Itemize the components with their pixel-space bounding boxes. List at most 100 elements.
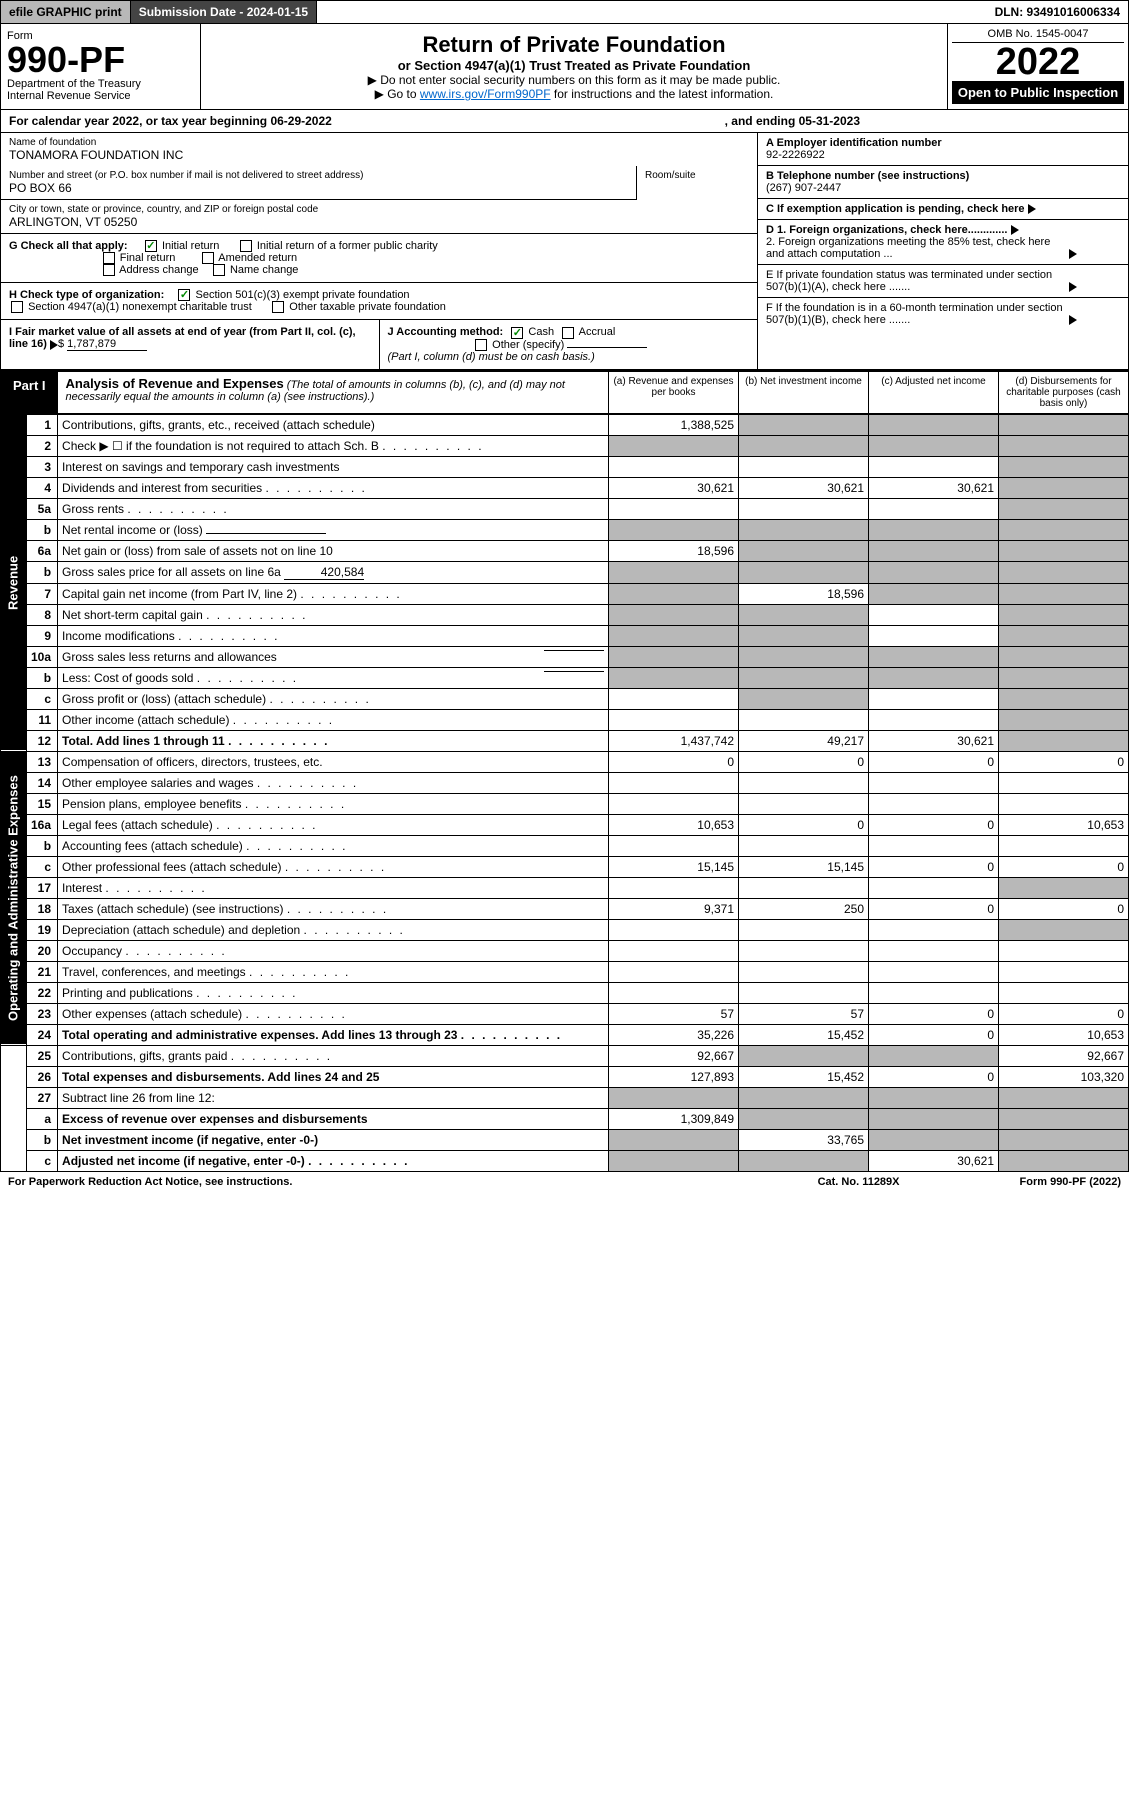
cell-d: 10,653 — [999, 814, 1129, 835]
dept-label: Department of the Treasury — [7, 78, 194, 90]
cell-d: 103,320 — [999, 1066, 1129, 1087]
row-num: 12 — [27, 730, 58, 751]
row-desc: Gross profit or (loss) (attach schedule) — [58, 688, 609, 709]
col-d-header: (d) Disbursements for charitable purpose… — [998, 372, 1128, 413]
g-name: Name change — [230, 264, 299, 276]
chk-4947[interactable] — [11, 301, 23, 313]
r23-text: Other expenses (attach schedule) — [62, 1007, 242, 1021]
table-row: aExcess of revenue over expenses and dis… — [1, 1108, 1129, 1129]
chk-501c3[interactable] — [178, 289, 190, 301]
col-b-header: (b) Net investment income — [738, 372, 868, 413]
col-headers: (a) Revenue and expenses per books (b) N… — [608, 372, 1128, 413]
row-num: a — [27, 1108, 58, 1129]
irs-link[interactable]: www.irs.gov/Form990PF — [420, 87, 551, 101]
r10a-text: Gross sales less returns and allowances — [62, 650, 277, 664]
row-num: 10a — [27, 646, 58, 667]
row-num: 25 — [27, 1045, 58, 1066]
g-amended: Amended return — [218, 252, 297, 264]
row-num: c — [27, 856, 58, 877]
info-left: Name of foundation TONAMORA FOUNDATION I… — [1, 133, 758, 369]
cell-d: 92,667 — [999, 1045, 1129, 1066]
cell-b: 57 — [739, 1003, 869, 1024]
cell-a: 127,893 — [609, 1066, 739, 1087]
row-num: b — [27, 667, 58, 688]
chk-other-method[interactable] — [475, 339, 487, 351]
row-num: 20 — [27, 940, 58, 961]
row-desc: Travel, conferences, and meetings — [58, 961, 609, 982]
chk-initial-former[interactable] — [240, 240, 252, 252]
row-desc: Interest on savings and temporary cash i… — [58, 456, 609, 477]
cell-d: 0 — [999, 751, 1129, 772]
j-other: Other (specify) — [492, 339, 564, 351]
table-row: bAccounting fees (attach schedule) — [1, 835, 1129, 856]
cell-b: 33,765 — [739, 1129, 869, 1150]
r6b-inline: 420,584 — [284, 565, 364, 580]
row-desc: Gross sales less returns and allowances — [58, 646, 609, 667]
j-cash: Cash — [528, 326, 554, 338]
row-desc: Excess of revenue over expenses and disb… — [58, 1108, 609, 1129]
r21-text: Travel, conferences, and meetings — [62, 965, 246, 979]
table-row: 16aLegal fees (attach schedule) 10,653 0… — [1, 814, 1129, 835]
chk-other-taxable[interactable] — [272, 301, 284, 313]
arrow-icon — [1011, 225, 1019, 235]
row-num: 1 — [27, 414, 58, 435]
g-initial-former: Initial return of a former public charit… — [257, 240, 438, 252]
table-row: 22Printing and publications — [1, 982, 1129, 1003]
r9-text: Income modifications — [62, 629, 175, 643]
footer-left: For Paperwork Reduction Act Notice, see … — [8, 1176, 292, 1188]
info-right: A Employer identification number 92-2226… — [758, 133, 1128, 369]
r10c-text: Gross profit or (loss) (attach schedule) — [62, 692, 266, 706]
room-label: Room/suite — [645, 170, 749, 181]
chk-name-change[interactable] — [213, 264, 225, 276]
cell-d: 0 — [999, 856, 1129, 877]
cell-c: 0 — [869, 1066, 999, 1087]
row-desc: Gross rents — [58, 498, 609, 519]
r15-text: Pension plans, employee benefits — [62, 797, 241, 811]
arrow-icon — [1069, 282, 1077, 292]
chk-addr-change[interactable] — [103, 264, 115, 276]
part1-label: Part I — [1, 372, 58, 413]
r25-text: Contributions, gifts, grants paid — [62, 1049, 227, 1063]
table-row: cAdjusted net income (if negative, enter… — [1, 1150, 1129, 1171]
row-desc: Check ▶ ☐ if the foundation is not requi… — [58, 435, 609, 456]
note-link: ▶ Go to www.irs.gov/Form990PF for instru… — [209, 87, 939, 101]
h-label: H Check type of organization: — [9, 289, 164, 301]
phone-label: B Telephone number (see instructions) — [766, 170, 969, 182]
chk-initial-return[interactable] — [145, 240, 157, 252]
c-label: C If exemption application is pending, c… — [766, 203, 1025, 215]
cell-a: 30,621 — [609, 477, 739, 498]
row-num: 3 — [27, 456, 58, 477]
row-desc: Legal fees (attach schedule) — [58, 814, 609, 835]
cell-d: 0 — [999, 1003, 1129, 1024]
efile-label[interactable]: efile GRAPHIC print — [1, 1, 131, 23]
ein-value: 92-2226922 — [766, 149, 825, 161]
arrow-icon — [1028, 204, 1036, 214]
chk-amended[interactable] — [202, 252, 214, 264]
table-row: 5a Gross rents — [1, 498, 1129, 519]
cell-b: 30,621 — [739, 477, 869, 498]
row-num: 15 — [27, 793, 58, 814]
chk-final-return[interactable] — [103, 252, 115, 264]
side-expenses: Operating and Administrative Expenses — [1, 751, 27, 1045]
chk-accrual[interactable] — [562, 327, 574, 339]
row-num: 19 — [27, 919, 58, 940]
g-initial: Initial return — [162, 240, 219, 252]
row-num: 18 — [27, 898, 58, 919]
cell-b: 18,596 — [739, 583, 869, 604]
table-row: 6a Net gain or (loss) from sale of asset… — [1, 540, 1129, 561]
top-bar: efile GRAPHIC print Submission Date - 20… — [0, 0, 1129, 24]
chk-cash[interactable] — [511, 327, 523, 339]
table-row: Revenue 1 Contributions, gifts, grants, … — [1, 414, 1129, 435]
col-c-header: (c) Adjusted net income — [868, 372, 998, 413]
table-row: 19Depreciation (attach schedule) and dep… — [1, 919, 1129, 940]
note-ssn: ▶ Do not enter social security numbers o… — [209, 73, 939, 87]
calendar-year-row: For calendar year 2022, or tax year begi… — [0, 110, 1129, 133]
table-row: 26Total expenses and disbursements. Add … — [1, 1066, 1129, 1087]
r5b-text: Net rental income or (loss) — [62, 523, 203, 537]
cell-c: 30,621 — [869, 1150, 999, 1171]
row-desc: Contributions, gifts, grants paid — [58, 1045, 609, 1066]
row-desc: Other professional fees (attach schedule… — [58, 856, 609, 877]
table-row: 3 Interest on savings and temporary cash… — [1, 456, 1129, 477]
side-revenue: Revenue — [1, 414, 27, 751]
g-label: G Check all that apply: — [9, 240, 128, 252]
